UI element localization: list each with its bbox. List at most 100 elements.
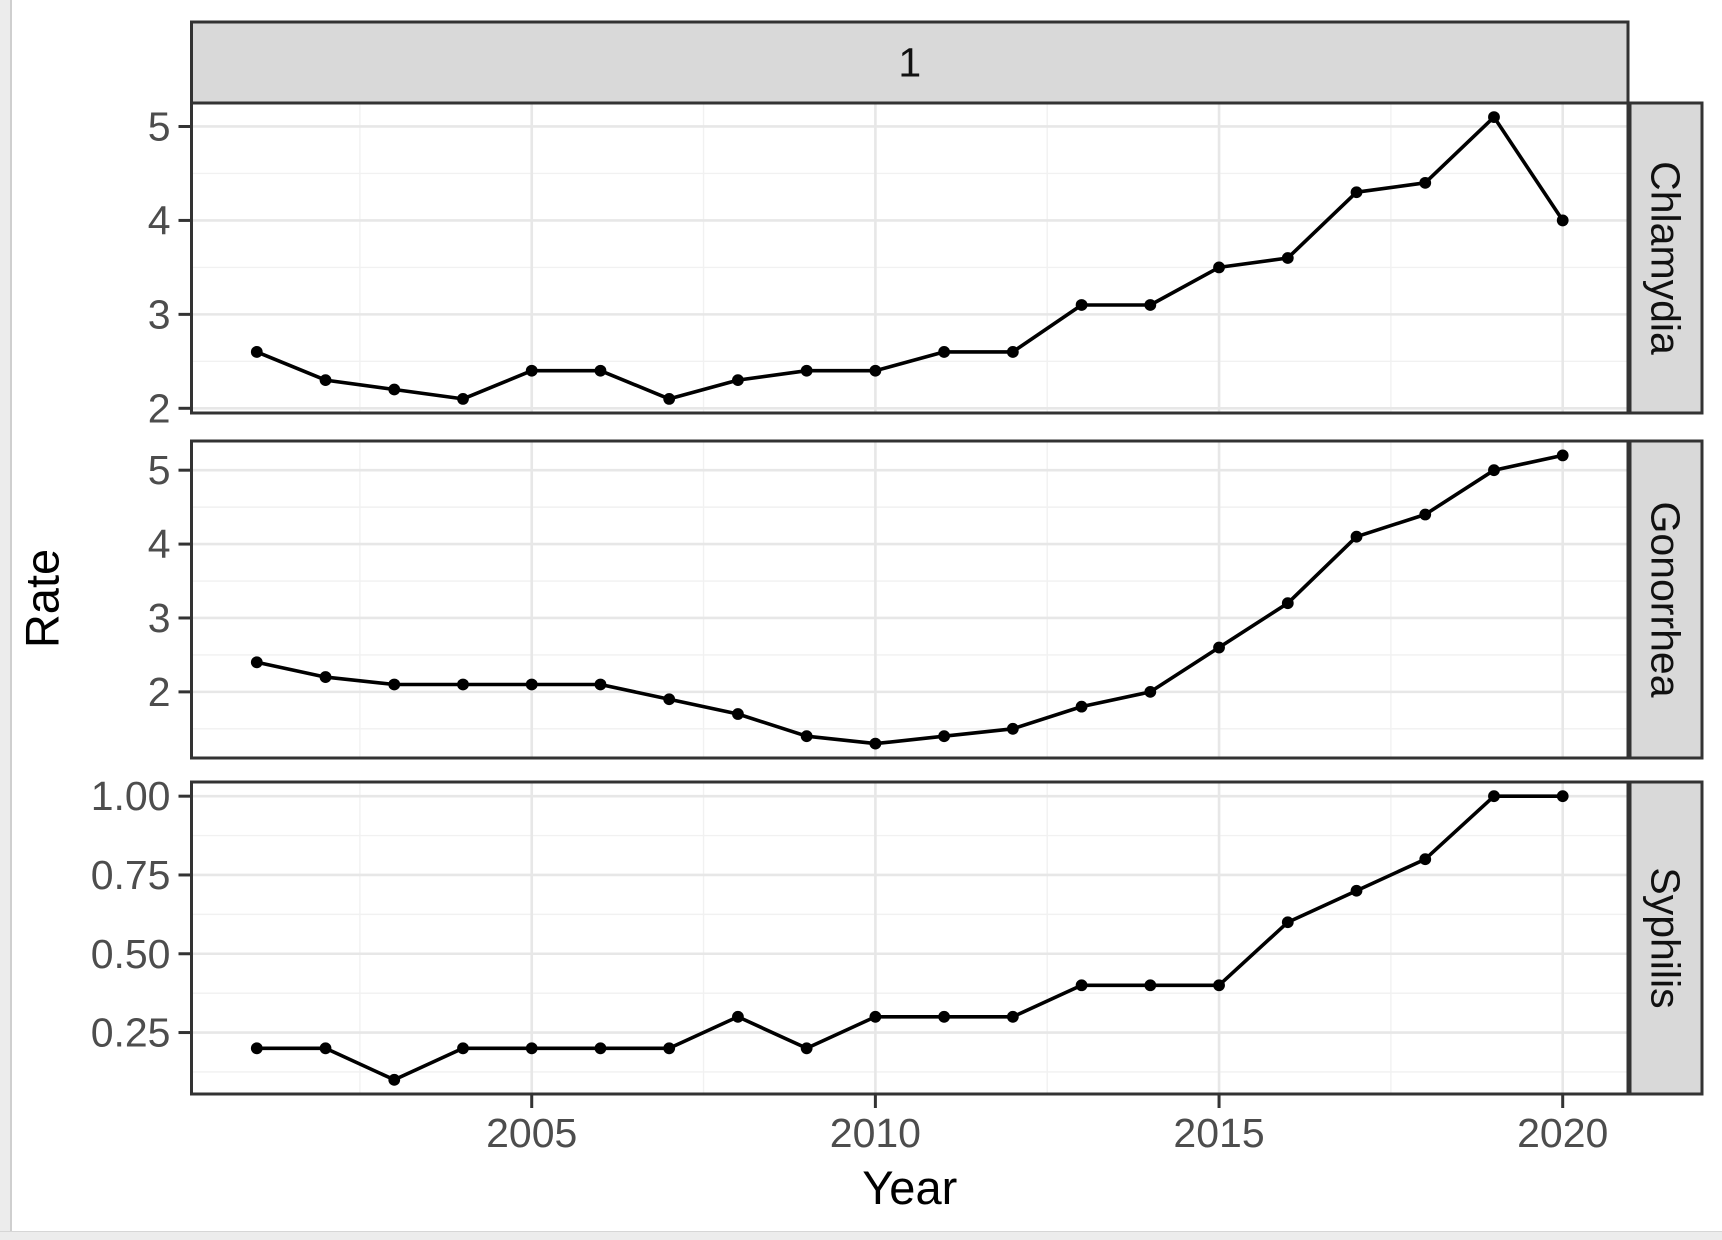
y-axis-tick-label: 0.25 [91,1010,171,1056]
data-point [250,1042,263,1055]
facet-strip-chlamydia [1628,101,1704,415]
data-point [1281,597,1294,610]
data-point [1144,685,1157,698]
y-axis-tick-label: 4 [148,197,171,243]
data-point [732,708,744,720]
data-point [457,393,469,405]
panel-background [191,782,1628,1094]
data-point [594,678,607,691]
data-point [938,730,951,743]
facet-strip-syphilis [1628,780,1704,1096]
y-axis-tick-label: 0.50 [91,931,171,977]
data-point [1488,464,1500,477]
panel-chlamydia: 5 4 3 2 Chlamydia [148,101,1704,431]
data-point [1075,700,1088,713]
data-point [732,1010,744,1023]
panel-border [190,780,1630,1096]
data-point [869,364,882,377]
data-point [1350,530,1363,543]
data-line-syphilis [254,794,1565,1082]
x-axis-tick-label: 2020 [1517,1110,1608,1156]
y-axis-tick-label: 5 [148,447,171,493]
panel-background [191,103,1628,413]
data-point [938,346,951,358]
y-axis-title: Rate [15,549,68,648]
data-point [319,1042,332,1055]
x-axis-tick-label: 2015 [1173,1110,1264,1156]
data-point [1419,853,1432,866]
data-point [1556,214,1569,227]
data-point [1488,111,1500,123]
data-point [525,1042,538,1055]
panel-syphilis: 1.00 0.75 0.50 0.25 Syphilis [91,773,1704,1096]
viewer-left-edge [0,0,12,1240]
data-point [663,393,676,405]
data-point [1075,299,1088,311]
data-point [1213,979,1225,992]
data-point [1350,884,1363,897]
data-point [388,1073,401,1086]
data-point [1075,979,1088,992]
data-point [1488,790,1500,803]
data-point [800,364,813,377]
data-point [1144,979,1157,992]
data-point [1281,252,1294,264]
viewer-bottom-edge [0,1231,1722,1240]
data-point [869,1010,882,1023]
data-point [457,1042,469,1055]
facet-strip-label: Gonorrhea [1643,501,1689,697]
data-point [388,383,401,396]
data-point [594,1042,607,1055]
data-point [938,1010,951,1023]
data-point [1556,790,1569,803]
data-point [594,364,607,377]
data-point [1006,722,1019,735]
data-point [1213,641,1225,654]
panel-background [191,441,1628,758]
x-axis-tick-label: 2005 [486,1110,577,1156]
data-point [388,678,401,691]
y-axis-tick-label: 2 [148,669,171,715]
data-line-gonorrhea [254,453,1565,746]
y-axis-tick-label: 1.00 [91,773,171,819]
panel-border [190,101,1630,415]
y-axis-tick-label: 4 [148,521,171,567]
y-axis-tick-label: 5 [148,103,171,149]
data-point [319,671,332,683]
panel-border [190,439,1630,760]
facet-strip-top [190,20,1630,105]
data-point [457,678,469,691]
facet-strip-label: Syphilis [1643,867,1689,1008]
data-point [1006,346,1019,358]
x-axis-title: Year [862,1161,957,1214]
data-point [663,693,676,706]
data-point [525,364,538,377]
data-point [800,730,813,743]
y-axis-tick-label: 2 [148,385,171,431]
data-point [1213,261,1225,274]
data-point [319,374,332,387]
facet-strip-gonorrhea [1628,439,1704,760]
data-point [250,346,263,358]
data-point [525,678,538,691]
data-point [1350,186,1363,199]
data-line-chlamydia [254,115,1565,401]
y-axis-tick-label: 3 [148,595,171,641]
data-point [250,656,263,669]
y-axis-tick-label: 0.75 [91,852,171,898]
data-point [800,1042,813,1055]
facet-strip-top-label: 1 [898,40,921,86]
data-point [869,737,882,750]
data-point [1281,916,1294,929]
facet-strip-label: Chlamydia [1643,161,1689,355]
data-point [663,1042,676,1055]
data-point [1419,508,1432,521]
data-point [1144,299,1157,311]
x-axis-tick-label: 2010 [830,1110,921,1156]
panel-gonorrhea: 5 4 3 2 Gonorrhea [148,439,1704,760]
data-point [1556,449,1569,462]
data-point [1419,176,1432,189]
y-axis-tick-label: 3 [148,291,171,337]
